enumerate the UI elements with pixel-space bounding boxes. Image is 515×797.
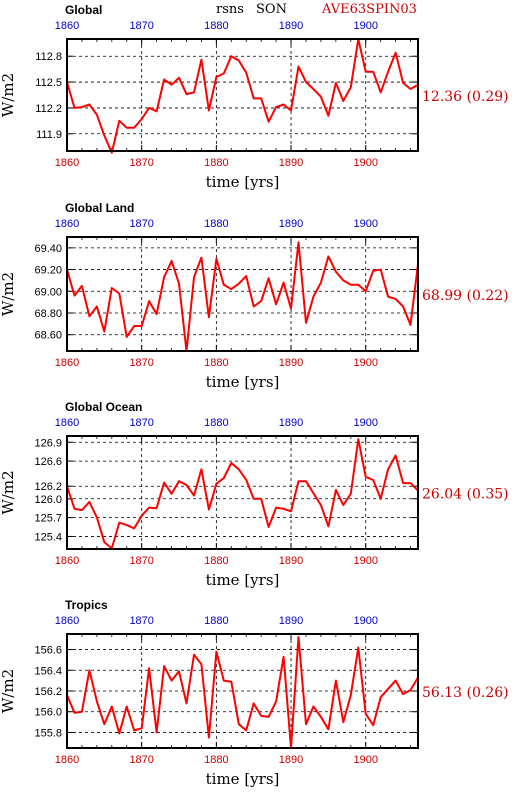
panel-2-y-tick-label: 69.20 — [34, 265, 62, 277]
header-season: SON — [256, 2, 287, 17]
panel-3-bottom-tick-label: 1870 — [129, 555, 153, 567]
panel-2-bottom-tick-label: 1860 — [55, 357, 79, 369]
panel-1-y-tick-label: 112.2 — [35, 103, 62, 115]
panel-4-mean-std-label: 56.13 (0.26) — [422, 685, 509, 701]
panel-4-top-tick-label: 1880 — [204, 615, 228, 627]
header-variable: rsns — [216, 2, 244, 17]
panel-3-bottom-tick-label: 1860 — [55, 555, 79, 567]
panel-1-y-tick-label: 112.5 — [35, 77, 62, 89]
panel-3-title: Global Ocean — [65, 400, 142, 414]
panel-4-bottom-tick-label: 1900 — [353, 754, 377, 766]
panel-4-bottom-tick-label: 1870 — [129, 754, 153, 766]
panel-2-title: Global Land — [65, 201, 134, 215]
panel-1-y-axis-label: W/m2 — [0, 73, 17, 117]
panel-4-top-tick-label: 1900 — [353, 615, 377, 627]
panel-1-bottom-tick-label: 1860 — [55, 157, 79, 169]
panel-3-top-tick-label: 1890 — [279, 417, 303, 429]
panel-2-x-axis-label: time [yrs] — [206, 373, 280, 391]
panel-4-frame — [66, 633, 419, 749]
panel-3-y-tick-label: 125.4 — [34, 531, 62, 543]
panel-4-y-tick-label: 156.0 — [34, 707, 62, 719]
panel-4-y-tick-label: 156.2 — [34, 686, 62, 698]
panel-1-mean-std-label: 12.36 (0.29) — [422, 89, 509, 105]
panel-2-y-tick-label: 68.80 — [34, 308, 62, 320]
panel-4-title: Tropics — [65, 598, 108, 612]
panel-2-mean-std-label: 68.99 (0.22) — [422, 288, 509, 304]
panel-3-bottom-tick-label: 1880 — [204, 555, 228, 567]
header-run: AVE63SPIN03 — [321, 2, 417, 17]
panel-2-y-axis-label: W/m2 — [0, 272, 17, 316]
panel-2-bottom-tick-label: 1890 — [279, 357, 303, 369]
panel-2-top-tick-label: 1890 — [279, 218, 303, 230]
panel-3-frame — [66, 435, 419, 550]
panel-3-top-tick-label: 1860 — [55, 417, 79, 429]
panel-3-y-tick-label: 126.2 — [34, 481, 62, 493]
panel-4-bottom-tick-label: 1890 — [279, 754, 303, 766]
panel-1-bottom-tick-label: 1880 — [204, 157, 228, 169]
panel-1-y-tick-label: 111.9 — [36, 129, 62, 141]
panel-1-top-tick-label: 1890 — [279, 20, 303, 32]
panel-1-top-tick-label: 1860 — [55, 20, 79, 32]
panel-1-series-line — [66, 38, 419, 154]
panel-2-frame — [66, 236, 419, 352]
panel-3-top-tick-label: 1880 — [204, 417, 228, 429]
panel-1-x-axis-label: time [yrs] — [206, 173, 280, 191]
panel-4-y-tick-label: 155.8 — [34, 727, 62, 739]
panel-4-x-axis-label: time [yrs] — [206, 770, 280, 788]
panel-3-y-tick-label: 125.7 — [34, 513, 62, 525]
panel-2-top-tick-label: 1870 — [129, 218, 153, 230]
panel-3-series-line — [66, 438, 419, 550]
panel-1-bottom-tick-label: 1900 — [353, 157, 377, 169]
panel-1-top-tick-label: 1870 — [129, 20, 153, 32]
panel-3-top-tick-label: 1900 — [353, 417, 377, 429]
panel-1-y-tick-label: 112.8 — [35, 51, 62, 63]
panel-2-bottom-tick-label: 1880 — [204, 357, 228, 369]
panel-3-y-axis-label: W/m2 — [0, 470, 17, 514]
panel-4-bottom-tick-label: 1880 — [204, 754, 228, 766]
panel-3-mean-std-label: 26.04 (0.35) — [422, 487, 509, 503]
panel-2-series-line — [66, 241, 419, 352]
panel-3-bottom-tick-label: 1900 — [353, 555, 377, 567]
panel-1-bottom-tick-label: 1870 — [129, 157, 153, 169]
panel-4-y-tick-label: 156.4 — [34, 665, 62, 677]
panel-2-bottom-tick-label: 1870 — [129, 357, 153, 369]
panel-1-title: Global — [65, 3, 102, 17]
panel-3-x-axis-label: time [yrs] — [206, 571, 280, 589]
panel-2-y-tick-label: 69.40 — [34, 243, 62, 255]
panel-3-y-tick-label: 126.6 — [34, 456, 62, 468]
panel-4-top-tick-label: 1890 — [279, 615, 303, 627]
panel-3-y-tick-label: 126.0 — [34, 494, 62, 506]
panel-2-bottom-tick-label: 1900 — [353, 357, 377, 369]
panel-1-top-tick-label: 1880 — [204, 20, 228, 32]
panel-4-y-axis-label: W/m2 — [0, 669, 17, 713]
panel-1-top-tick-label: 1900 — [353, 20, 377, 32]
panel-2-top-tick-label: 1880 — [204, 218, 228, 230]
panel-3-y-tick-label: 126.9 — [34, 437, 62, 449]
panel-2-top-tick-label: 1860 — [55, 218, 79, 230]
panel-1-frame — [66, 38, 419, 152]
panel-3-bottom-tick-label: 1890 — [279, 555, 303, 567]
panel-2-y-tick-label: 68.60 — [34, 330, 62, 342]
panel-4-top-tick-label: 1870 — [129, 615, 153, 627]
panel-4-series-line — [66, 636, 419, 749]
panel-4-bottom-tick-label: 1860 — [55, 754, 79, 766]
panel-2-top-tick-label: 1900 — [353, 218, 377, 230]
panel-3-top-tick-label: 1870 — [129, 417, 153, 429]
panel-1-bottom-tick-label: 1890 — [279, 157, 303, 169]
panel-2-y-tick-label: 69.00 — [34, 286, 62, 298]
panel-4-top-tick-label: 1860 — [55, 615, 79, 627]
panel-4-y-tick-label: 156.6 — [34, 645, 62, 657]
